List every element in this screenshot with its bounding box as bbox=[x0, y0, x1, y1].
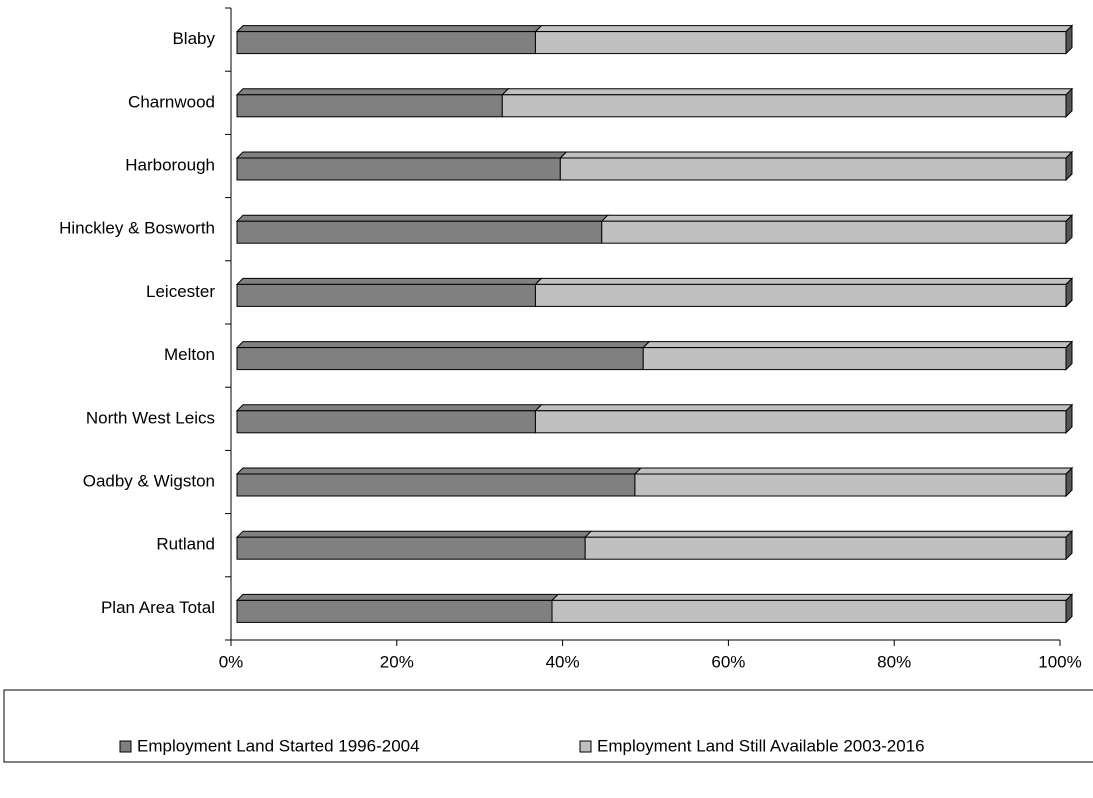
legend-swatch bbox=[579, 740, 592, 753]
bar-front bbox=[634, 473, 1067, 497]
bar-front bbox=[501, 94, 1067, 118]
bar-top bbox=[235, 467, 643, 475]
bar-front bbox=[534, 31, 1067, 55]
bar-top bbox=[235, 277, 543, 285]
bar-top bbox=[534, 25, 1074, 33]
bar-side bbox=[1065, 466, 1073, 498]
bar-top bbox=[550, 593, 1074, 601]
bar-segment bbox=[235, 25, 543, 55]
bar-top bbox=[235, 151, 568, 159]
x-tick-label: 100% bbox=[1038, 652, 1081, 671]
bar-segment bbox=[235, 151, 568, 181]
y-tick-label: Melton bbox=[164, 345, 215, 364]
y-tick-label: Rutland bbox=[156, 535, 215, 554]
bar-segment bbox=[235, 530, 593, 560]
bar-front bbox=[236, 536, 586, 560]
bar-front bbox=[236, 157, 561, 181]
bar-front bbox=[236, 94, 503, 118]
bar-segment bbox=[633, 466, 1074, 498]
x-tick-label: 40% bbox=[546, 652, 580, 671]
y-tick-label: Blaby bbox=[172, 29, 215, 48]
bar-front bbox=[642, 347, 1067, 371]
bar-front bbox=[559, 157, 1067, 181]
bar-front bbox=[236, 473, 636, 497]
bar-side bbox=[1065, 340, 1073, 371]
bar-side bbox=[1065, 213, 1073, 245]
bar-segment bbox=[235, 467, 643, 497]
bar-segment bbox=[534, 277, 1074, 308]
bar-segment bbox=[583, 529, 1074, 561]
bar-segment bbox=[235, 404, 543, 434]
legend-label: Employment Land Still Available 2003-201… bbox=[597, 736, 925, 755]
y-tick-label: Oadby & Wigston bbox=[83, 471, 215, 490]
x-tick-label: 80% bbox=[877, 652, 911, 671]
bar-front bbox=[236, 220, 603, 244]
bar-front bbox=[584, 536, 1067, 560]
bar-segment bbox=[235, 277, 543, 307]
y-tick-label: North West Leics bbox=[86, 408, 215, 427]
bar-front bbox=[236, 283, 536, 307]
bar-side bbox=[1065, 87, 1073, 119]
bar-top bbox=[235, 25, 543, 33]
bar-top bbox=[583, 530, 1074, 538]
bar-top bbox=[235, 404, 543, 412]
bar-top bbox=[235, 88, 510, 96]
bar-front bbox=[534, 283, 1067, 307]
bar-top bbox=[235, 530, 593, 538]
y-tick-label: Plan Area Total bbox=[101, 598, 215, 617]
legend-box bbox=[3, 689, 1093, 763]
bar-segment bbox=[600, 213, 1074, 245]
bar-top bbox=[642, 341, 1074, 349]
bar-segment bbox=[534, 24, 1074, 55]
bar-side bbox=[1065, 150, 1073, 182]
bar-top bbox=[501, 88, 1074, 96]
y-tick-label: Charnwood bbox=[128, 92, 215, 111]
bar-front bbox=[236, 599, 553, 623]
bar-segment bbox=[235, 341, 651, 371]
bar-segment bbox=[501, 87, 1074, 119]
bar-front bbox=[534, 410, 1067, 434]
bar-front bbox=[551, 599, 1067, 623]
y-tick-label: Harborough bbox=[125, 155, 215, 174]
bar-segment bbox=[235, 88, 510, 118]
bar-side bbox=[1065, 277, 1073, 308]
bar-segment bbox=[235, 593, 560, 623]
bar-side bbox=[1065, 593, 1073, 624]
legend-label: Employment Land Started 1996-2004 bbox=[137, 736, 420, 755]
bar-top bbox=[235, 214, 609, 222]
bar-segment bbox=[235, 214, 609, 244]
y-tick-label: Hinckley & Bosworth bbox=[59, 219, 215, 238]
y-tick-label: Leicester bbox=[146, 282, 215, 301]
bar-segment bbox=[550, 593, 1074, 624]
bar-side bbox=[1065, 403, 1073, 435]
bar-front bbox=[236, 31, 536, 55]
bar-side bbox=[1065, 529, 1073, 561]
bar-top bbox=[534, 277, 1074, 285]
bar-top bbox=[534, 404, 1074, 412]
x-tick-label: 20% bbox=[380, 652, 414, 671]
bar-top bbox=[633, 467, 1074, 475]
bar-segment bbox=[534, 403, 1074, 435]
bar-segment bbox=[642, 340, 1074, 371]
bar-top bbox=[600, 214, 1074, 222]
bar-front bbox=[601, 220, 1067, 244]
legend-swatch bbox=[119, 740, 132, 753]
bar-top bbox=[235, 593, 560, 601]
bar-side bbox=[1065, 24, 1073, 55]
bar-top bbox=[559, 151, 1074, 159]
bar-top bbox=[235, 341, 651, 349]
bar-segment bbox=[559, 150, 1074, 182]
x-tick-label: 0% bbox=[219, 652, 244, 671]
x-tick-label: 60% bbox=[711, 652, 745, 671]
bar-front bbox=[236, 410, 536, 434]
bar-front bbox=[236, 347, 644, 371]
